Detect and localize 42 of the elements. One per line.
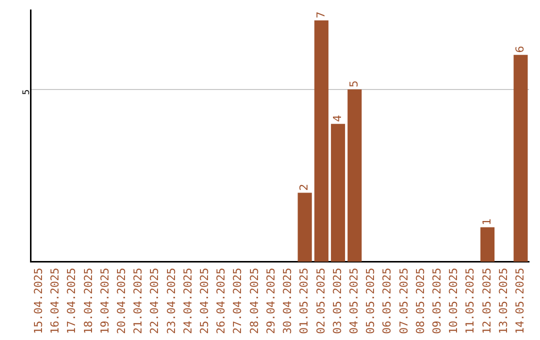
bar [348,89,362,262]
x-tick-label: 19.04.2025 [98,268,112,334]
x-tick-label: 15.04.2025 [32,268,45,334]
x-tick-label: 17.04.2025 [65,268,78,334]
x-tick-label: 18.04.2025 [82,268,95,334]
x-tick-label: 01.05.2025 [298,268,311,334]
bar [330,124,346,262]
data-label: 6 [514,46,527,53]
x-tick-label: 05.05.2025 [364,268,378,334]
bar [514,54,528,262]
data-label: 5 [347,80,360,88]
x-tick-label: 12.05.2025 [480,268,494,334]
data-label: 2 [298,184,311,191]
x-tick-label: 13.05.2025 [496,268,510,334]
x-tick-label: 30.04.2025 [281,268,294,334]
x-tick-label: 09.05.2025 [430,268,444,334]
x-tick-label: 07.05.2025 [397,268,410,334]
x-tick-label: 11.05.2025 [464,268,477,334]
x-tick-label: 21.04.2025 [132,268,145,334]
x-tick-label: 26.04.2025 [214,268,228,334]
x-tick-label: 04.05.2025 [347,268,360,334]
x-tick-label: 29.04.2025 [264,268,278,334]
bar [298,192,312,262]
x-tick-label: 02.05.2025 [314,268,328,334]
x-tick-label: 08.05.2025 [414,268,427,334]
x-tick-label: 24.04.2025 [181,268,194,334]
data-label: 4 [330,114,344,122]
x-tick-label: 03.05.2025 [330,268,344,334]
x-tick-label: 16.04.2025 [48,268,62,334]
x-tick-label: 14.05.2025 [514,268,527,334]
x-tick-label: 27.04.2025 [231,268,244,334]
data-label: 7 [314,11,328,18]
bar [314,20,328,262]
x-tick-label: 06.05.2025 [380,268,394,334]
x-tick-label: 23.04.2025 [164,268,178,334]
x-tick-label: 22.04.2025 [148,268,162,334]
x-tick-label: 28.04.2025 [248,268,261,334]
x-tick-label: 20.04.2025 [114,268,128,334]
data-label: 1 [480,218,494,226]
bar [480,227,495,262]
x-tick-label: 10.05.2025 [447,268,460,334]
x-tick-label: 25.04.2025 [198,268,212,334]
